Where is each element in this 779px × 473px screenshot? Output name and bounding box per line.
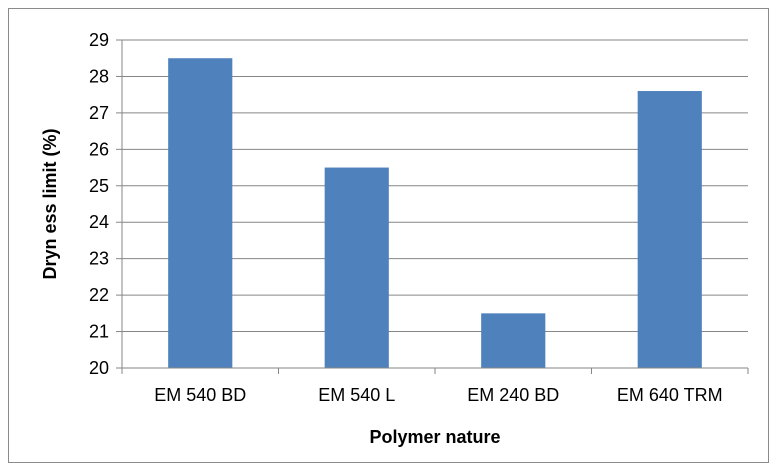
y-tick-label: 25 (89, 176, 109, 196)
bars (168, 58, 702, 369)
y-tick-label: 20 (89, 358, 109, 378)
bar-em-540-bd (168, 58, 233, 368)
y-tick-label: 21 (89, 322, 109, 342)
y-tick-label: 22 (89, 285, 109, 305)
bar-em-240-bd (481, 313, 546, 368)
y-tick-label: 29 (89, 30, 109, 50)
y-tick-label: 26 (89, 139, 109, 159)
y-tick-label: 23 (89, 249, 109, 269)
axes (116, 39, 749, 374)
x-axis-title: Polymer nature (369, 427, 500, 447)
y-tick-labels: 20 21 22 23 24 25 26 27 28 29 (89, 30, 109, 378)
x-tick-label: EM 640 TRM (617, 385, 723, 405)
x-tick-labels: EM 540 BD EM 540 L EM 240 BD EM 640 TRM (154, 385, 722, 405)
x-tick-label: EM 540 L (318, 385, 395, 405)
x-tick-label: EM 540 BD (154, 385, 246, 405)
y-tick-label: 28 (89, 66, 109, 86)
bar-em-640-trm (637, 91, 702, 369)
y-tick-label: 24 (89, 212, 109, 232)
y-tick-label: 27 (89, 103, 109, 123)
x-tick-label: EM 240 BD (467, 385, 559, 405)
y-axis-title: Dryn ess limit (%) (40, 128, 60, 279)
bar-em-540-l (324, 167, 389, 368)
